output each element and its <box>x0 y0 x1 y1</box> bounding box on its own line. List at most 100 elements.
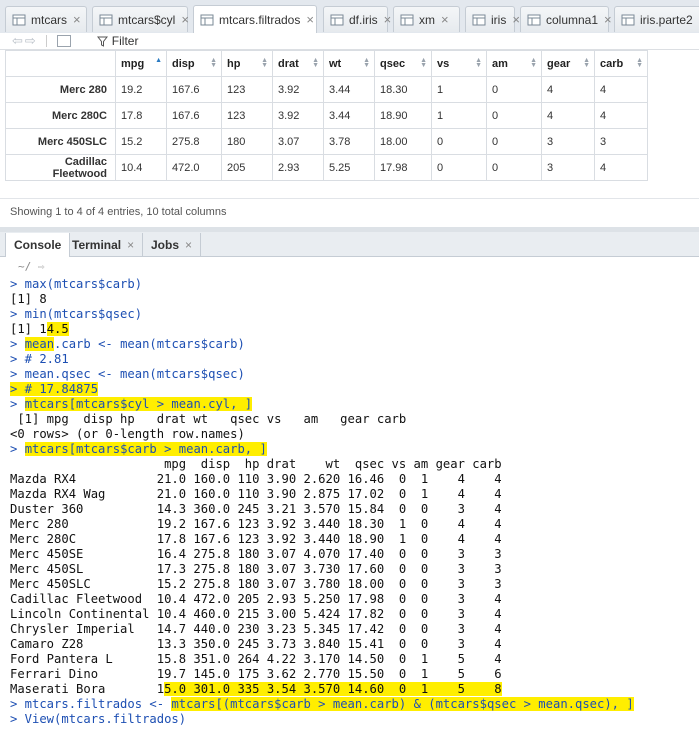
column-header-vs[interactable]: vs ▲ ▼ <box>431 50 487 77</box>
console-command-line: > mean.qsec <- mean(mtcars$qsec) <box>10 367 634 382</box>
editor-tab[interactable]: xm × <box>393 6 460 32</box>
column-header-am[interactable]: am ▲ ▼ <box>486 50 542 77</box>
back-forward-arrows-icon[interactable]: ⇦⇨ <box>12 33 38 48</box>
sort-arrows-icon[interactable]: ▲ ▼ <box>363 57 370 69</box>
console-command-line: > mtcars[mtcars$carb > mean.carb, ] <box>10 442 634 457</box>
console-output-line: Mazda RX4 21.0 160.0 110 3.90 2.620 16.4… <box>10 472 634 487</box>
console-output-line: mpg disp hp drat wt qsec vs am gear carb <box>10 457 634 472</box>
editor-tab[interactable]: columna1 × <box>520 6 612 32</box>
close-tab-icon[interactable]: × <box>181 12 189 27</box>
data-viewer-toolbar: ⇦⇨ Filter <box>0 33 699 50</box>
table-cell: 15.2 <box>115 128 167 155</box>
console-text: Maserati Bora 1 <box>10 682 165 696</box>
table-cell: 0 <box>486 76 542 103</box>
console-tab-terminal[interactable]: Terminal × <box>64 233 144 256</box>
console-command-line: > min(mtcars$qsec) <box>10 307 634 322</box>
sort-arrows-icon[interactable]: ▲ ▼ <box>636 57 643 69</box>
console-output-line: Ford Pantera L 15.8 351.0 264 4.22 3.170… <box>10 652 634 667</box>
funnel-icon <box>96 36 108 47</box>
column-header-label: wt <box>329 57 342 70</box>
column-header-wt[interactable]: wt ▲ ▼ <box>323 50 375 77</box>
console-tab-jobs[interactable]: Jobs × <box>143 233 202 256</box>
table-cell: 3.78 <box>323 128 375 155</box>
table-cell: 2.93 <box>272 154 324 181</box>
close-tab-icon[interactable]: × <box>306 12 314 27</box>
column-header-hp[interactable]: hp ▲ ▼ <box>221 50 273 77</box>
grid-header-row: mpg ▲ disp ▲ ▼ hp ▲ ▼ drat ▲ ▼ wt ▲ ▼ qsec ▲ ▼ vs ▲ ▼ am ▲ ▼ ge… <box>5 50 648 77</box>
table-cell: 3.92 <box>272 102 324 129</box>
console-text: Merc 280C 17.8 167.6 123 3.92 3.440 18.9… <box>10 532 502 546</box>
editor-tab-label: iris <box>491 12 507 27</box>
console-output[interactable]: > max(mtcars$carb) [1] 8 > min(mtcars$qsec… <box>10 277 634 727</box>
table-icon <box>400 14 414 25</box>
console-text: > <box>10 442 25 456</box>
console-output-line: Cadillac Fleetwood 10.4 472.0 205 2.93 5… <box>10 592 634 607</box>
sort-arrows-icon[interactable]: ▲ ▼ <box>261 57 268 69</box>
table-cell: 275.8 <box>166 128 222 155</box>
popout-window-icon[interactable] <box>56 35 71 47</box>
column-header-qsec[interactable]: qsec ▲ ▼ <box>374 50 432 77</box>
console-tab-console[interactable]: Console <box>5 233 71 257</box>
console-command-line: > mtcars.filtrados <- mtcars[(mtcars$car… <box>10 697 634 712</box>
close-tab-icon[interactable]: × <box>383 12 392 27</box>
column-header-label: vs <box>437 57 450 70</box>
table-cell: 1 <box>431 102 487 129</box>
editor-tab[interactable]: mtcars × <box>5 6 87 32</box>
console-output-line: [1] 14.5 <box>10 322 634 337</box>
table-cell: 3.07 <box>272 128 324 155</box>
close-tab-icon[interactable]: × <box>127 237 135 252</box>
close-tab-icon[interactable]: × <box>512 12 520 27</box>
table-cell: 18.00 <box>374 128 432 155</box>
row-name: Merc 450SLC <box>5 128 116 155</box>
console-text: > mean.qsec <- mean(mtcars$qsec) <box>10 367 245 381</box>
console-text: Cadillac Fleetwood 10.4 472.0 205 2.93 5… <box>10 592 502 606</box>
table-cell: 0 <box>431 128 487 155</box>
pane-splitter[interactable] <box>0 227 699 232</box>
column-header-gear[interactable]: gear ▲ ▼ <box>541 50 595 77</box>
editor-tab[interactable]: iris.parte2× <box>614 6 699 32</box>
column-header-mpg[interactable]: mpg ▲ <box>115 50 167 77</box>
table-cell: 10.4 <box>115 154 167 181</box>
sort-arrows-icon[interactable]: ▲ ▼ <box>475 57 482 69</box>
column-header-label: hp <box>227 57 241 70</box>
sort-arrows-icon[interactable]: ▲ ▼ <box>210 57 217 69</box>
console-output-line: Maserati Bora 15.0 301.0 335 3.54 3.570 … <box>10 682 634 697</box>
console-output-line: <0 rows> (or 0-length row.names) <box>10 427 634 442</box>
table-cell: 0 <box>486 154 542 181</box>
sort-arrows-icon[interactable]: ▲ ▼ <box>530 57 537 69</box>
column-header-disp[interactable]: disp ▲ ▼ <box>166 50 222 77</box>
console-command-line: > mtcars[mtcars$cyl > mean.cyl, ] <box>10 397 634 412</box>
sort-arrows-icon[interactable]: ▲ ▼ <box>312 57 319 69</box>
filter-button[interactable]: Filter <box>96 34 138 48</box>
close-tab-icon[interactable]: × <box>441 12 449 27</box>
table-row: Merc 280C 17.8 167.6 123 3.92 3.44 18.90 1 0 4 4 <box>5 102 648 129</box>
column-header-label: am <box>492 57 508 70</box>
editor-tab-label: mtcars.filtrados <box>219 12 301 27</box>
close-tab-icon[interactable]: × <box>185 237 193 252</box>
table-cell: 18.90 <box>374 102 432 129</box>
sort-arrows-icon[interactable]: ▲ ▼ <box>420 57 427 69</box>
console-command-line: > # 2.81 <box>10 352 634 367</box>
table-cell: 123 <box>221 76 273 103</box>
console-text: [1] 1 <box>10 322 47 336</box>
editor-tab[interactable]: df.iris × <box>323 6 391 32</box>
table-cell: 180 <box>221 128 273 155</box>
editor-tab[interactable]: mtcars.filtrados × <box>193 5 317 33</box>
table-cell: 123 <box>221 102 273 129</box>
console-text: > <box>10 337 25 351</box>
editor-tab[interactable]: iris × <box>465 6 520 32</box>
data-grid: mpg ▲ disp ▲ ▼ hp ▲ ▼ drat ▲ ▼ wt ▲ ▼ qsec ▲ ▼ vs ▲ ▼ am ▲ ▼ ge… <box>5 50 648 181</box>
close-tab-icon[interactable]: × <box>73 12 81 27</box>
console-output-line: Ferrari Dino 19.7 145.0 175 3.62 2.770 1… <box>10 667 634 682</box>
column-header-carb[interactable]: carb ▲ ▼ <box>594 50 648 77</box>
table-icon <box>527 14 541 25</box>
table-icon <box>621 14 635 25</box>
editor-tab[interactable]: mtcars$cyl × <box>92 6 189 32</box>
console-text: > <box>10 397 25 411</box>
close-tab-icon[interactable]: × <box>604 12 612 27</box>
sort-arrows-icon[interactable]: ▲ <box>155 57 162 64</box>
column-header-drat[interactable]: drat ▲ ▼ <box>272 50 324 77</box>
go-to-directory-icon[interactable]: ⇨ <box>37 260 45 273</box>
sort-arrows-icon[interactable]: ▲ ▼ <box>583 57 590 69</box>
console-text: Camaro Z28 13.3 350.0 245 3.73 3.840 15.… <box>10 637 502 651</box>
